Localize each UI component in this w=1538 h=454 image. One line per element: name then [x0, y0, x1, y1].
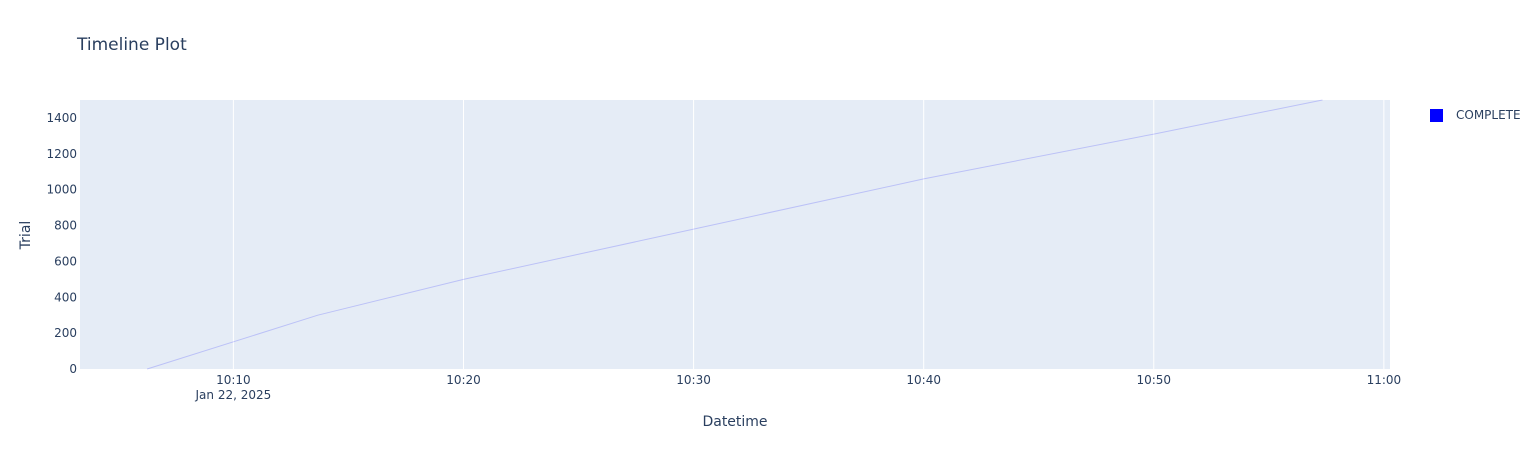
y-axis-title: Trial	[18, 221, 34, 251]
y-tick-label: 600	[54, 254, 77, 268]
y-axis-ticks: 0 200 400 600 800 1000 1200 1400	[46, 111, 77, 376]
y-tick-label: 0	[69, 362, 77, 376]
plot-area[interactable]	[80, 100, 1390, 369]
legend-label: COMPLETE	[1456, 108, 1521, 122]
y-tick-label: 1400	[46, 111, 77, 125]
x-tick-label: 10:50	[1136, 373, 1171, 387]
y-tick-label: 1200	[46, 147, 77, 161]
x-tick-label: 10:10	[216, 373, 251, 387]
data-series	[146, 99, 1323, 370]
legend-swatch[interactable]	[1430, 109, 1443, 122]
x-tick-label: 10:20	[446, 373, 481, 387]
x-axis-title: Datetime	[702, 414, 767, 430]
y-tick-label: 1000	[46, 183, 77, 197]
chart-title: Timeline Plot	[76, 35, 187, 55]
x-tick-sublabel: Jan 22, 2025	[195, 388, 272, 402]
x-tick-label: 10:40	[906, 373, 941, 387]
grid-lines	[232, 100, 1385, 369]
y-tick-label: 400	[54, 290, 77, 304]
x-tick-label: 10:30	[676, 373, 711, 387]
series-line-complete	[146, 99, 1323, 370]
y-tick-label: 200	[54, 326, 77, 340]
legend[interactable]: COMPLETE	[1430, 108, 1521, 122]
x-tick-label: 11:00	[1367, 373, 1402, 387]
y-tick-label: 800	[54, 219, 77, 233]
